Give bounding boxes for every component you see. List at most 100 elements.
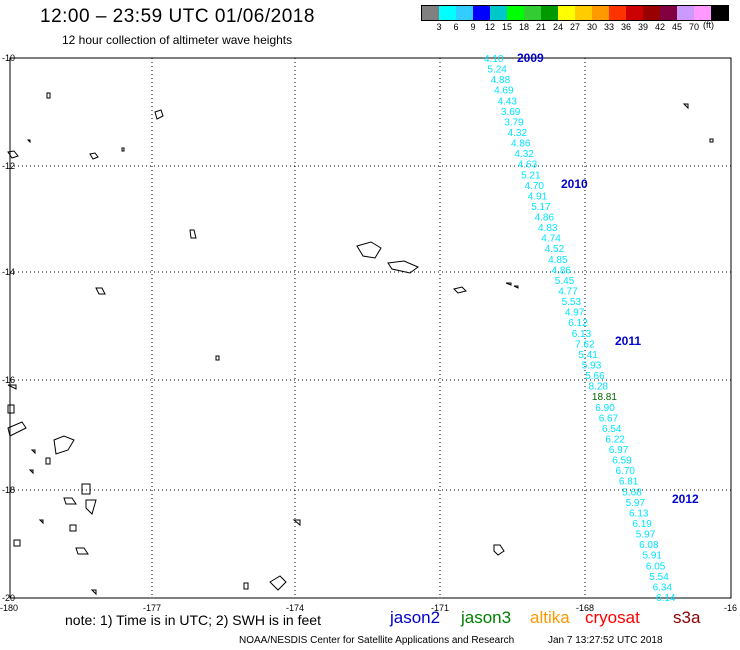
legend-label: 9 xyxy=(470,22,476,32)
legend-label: 24 xyxy=(552,22,564,32)
swh-value: 6.81 xyxy=(619,477,639,488)
swh-value: 5.21 xyxy=(521,170,541,181)
x-tick-label: -168 xyxy=(576,603,594,613)
y-tick-label: -14 xyxy=(2,267,15,277)
legend-swatch xyxy=(626,6,643,20)
legend-swatch xyxy=(694,6,711,20)
swh-value: 6.14 xyxy=(656,593,676,604)
swh-value: 6.90 xyxy=(595,403,615,414)
swh-value: 4.86 xyxy=(552,265,572,276)
swh-value: 5.53 xyxy=(562,297,582,308)
swh-value: 3.69 xyxy=(501,107,521,118)
swh-value: 4.69 xyxy=(494,86,514,97)
swh-value: 4.83 xyxy=(538,223,558,234)
swh-value: 8.28 xyxy=(589,382,609,393)
legend-label: 6 xyxy=(453,22,459,32)
swh-value: 5.93 xyxy=(582,361,602,372)
legend-swatch xyxy=(711,6,728,20)
satellite-name: cryosat xyxy=(585,608,640,627)
swh-value: 6.59 xyxy=(612,456,632,467)
legend-swatch xyxy=(473,6,490,20)
legend-swatch xyxy=(507,6,524,20)
swh-value: 4.91 xyxy=(528,191,548,202)
swh-value: 6.19 xyxy=(632,519,652,530)
legend-label: 21 xyxy=(535,22,547,32)
swh-value: 4.85 xyxy=(548,255,568,266)
legend-label: 18 xyxy=(518,22,530,32)
swh-value: 18.81 xyxy=(592,392,617,403)
swh-value: 4.77 xyxy=(558,287,578,298)
swh-value: 5.45 xyxy=(555,276,575,287)
y-axis-labels: -10 -12 -14 -16 -18 -20 xyxy=(2,53,15,603)
swh-value: 3.79 xyxy=(504,117,524,128)
swh-value: 4.86 xyxy=(535,213,555,224)
legend-swatch xyxy=(677,6,694,20)
swh-value: 5.54 xyxy=(649,572,669,583)
legend-swatches xyxy=(421,5,729,21)
swh-value: 5.91 xyxy=(643,551,663,562)
swh-value: 5.17 xyxy=(531,202,551,213)
satellite-name: altika xyxy=(530,608,570,627)
swh-value: 4.43 xyxy=(498,96,518,107)
legend-swatch xyxy=(422,6,439,20)
legend-swatch xyxy=(541,6,558,20)
legend-swatch xyxy=(439,6,456,20)
track-time-labels: 2009 2010 2011 2012 xyxy=(517,51,699,506)
legend-label: 39 xyxy=(637,22,649,32)
legend-swatch xyxy=(609,6,626,20)
swh-value: 5.97 xyxy=(626,498,646,509)
swh-value: 5.41 xyxy=(578,350,598,361)
swh-value: 6.70 xyxy=(616,466,636,477)
y-tick-label: -12 xyxy=(2,161,15,171)
swh-value: 4.88 xyxy=(491,75,511,86)
swh-value: 6.12 xyxy=(568,318,588,329)
y-tick-label: -20 xyxy=(2,593,15,603)
map-grid xyxy=(10,58,731,598)
swh-value: 5.24 xyxy=(487,65,507,76)
legend-swatch xyxy=(643,6,660,20)
swh-value: 4.32 xyxy=(514,149,534,160)
swh-value: 7.62 xyxy=(575,339,595,350)
swh-value: 6.08 xyxy=(639,540,659,551)
x-tick-label: -16 xyxy=(724,603,737,613)
swh-value: 4.10 xyxy=(484,54,504,65)
swh-value: 6.13 xyxy=(572,329,592,340)
swh-value: 5.66 xyxy=(585,371,605,382)
swh-value: 4.74 xyxy=(541,234,561,245)
y-tick-label: -18 xyxy=(2,485,15,495)
footer-note: note: 1) Time is in UTC; 2) SWH is in fe… xyxy=(65,612,321,628)
y-tick-label: -16 xyxy=(2,375,15,385)
page-title: 12:00 – 23:59 UTC 01/06/2018 xyxy=(40,6,315,27)
swh-value: 6.13 xyxy=(629,509,649,520)
time-label: 2009 xyxy=(517,51,544,65)
legend-swatch xyxy=(558,6,575,20)
swh-value: 4.32 xyxy=(508,128,528,139)
swh-value: 6.22 xyxy=(605,435,625,446)
legend-label: 42 xyxy=(654,22,666,32)
color-legend: 3 6 9 12 15 18 21 24 27 30 33 36 39 42 45 70 xyxy=(421,5,729,35)
x-tick-label: -174 xyxy=(286,603,304,613)
time-label: 2010 xyxy=(561,177,588,191)
swh-value: 4.86 xyxy=(511,139,531,150)
legend-label: 12 xyxy=(484,22,496,32)
satellite-name: s3a xyxy=(673,608,701,627)
page-subtitle: 12 hour collection of altimeter wave hei… xyxy=(62,33,293,47)
swh-value: 6.67 xyxy=(599,413,619,424)
swh-value: 5.68 xyxy=(622,487,642,498)
x-tick-label: -171 xyxy=(431,603,449,613)
legend-unit: (ft) xyxy=(703,20,714,30)
x-axis-labels: -180 -177 -174 -171 -168 -16 xyxy=(0,603,737,613)
satellite-name: jason2 xyxy=(390,608,441,627)
swh-value: 6.05 xyxy=(646,561,666,572)
time-label: 2011 xyxy=(615,334,641,348)
legend-swatch xyxy=(524,6,541,20)
swh-value: 6.54 xyxy=(602,424,622,435)
legend-label: 70 xyxy=(688,22,700,32)
legend-label: 33 xyxy=(603,22,615,32)
legend-label: 15 xyxy=(501,22,513,32)
swh-value: 4.97 xyxy=(565,308,585,319)
legend-label: 30 xyxy=(586,22,598,32)
credit-text: NOAA/NESDIS Center for Satellite Applica… xyxy=(239,635,515,646)
swh-value: 4.70 xyxy=(525,181,545,192)
